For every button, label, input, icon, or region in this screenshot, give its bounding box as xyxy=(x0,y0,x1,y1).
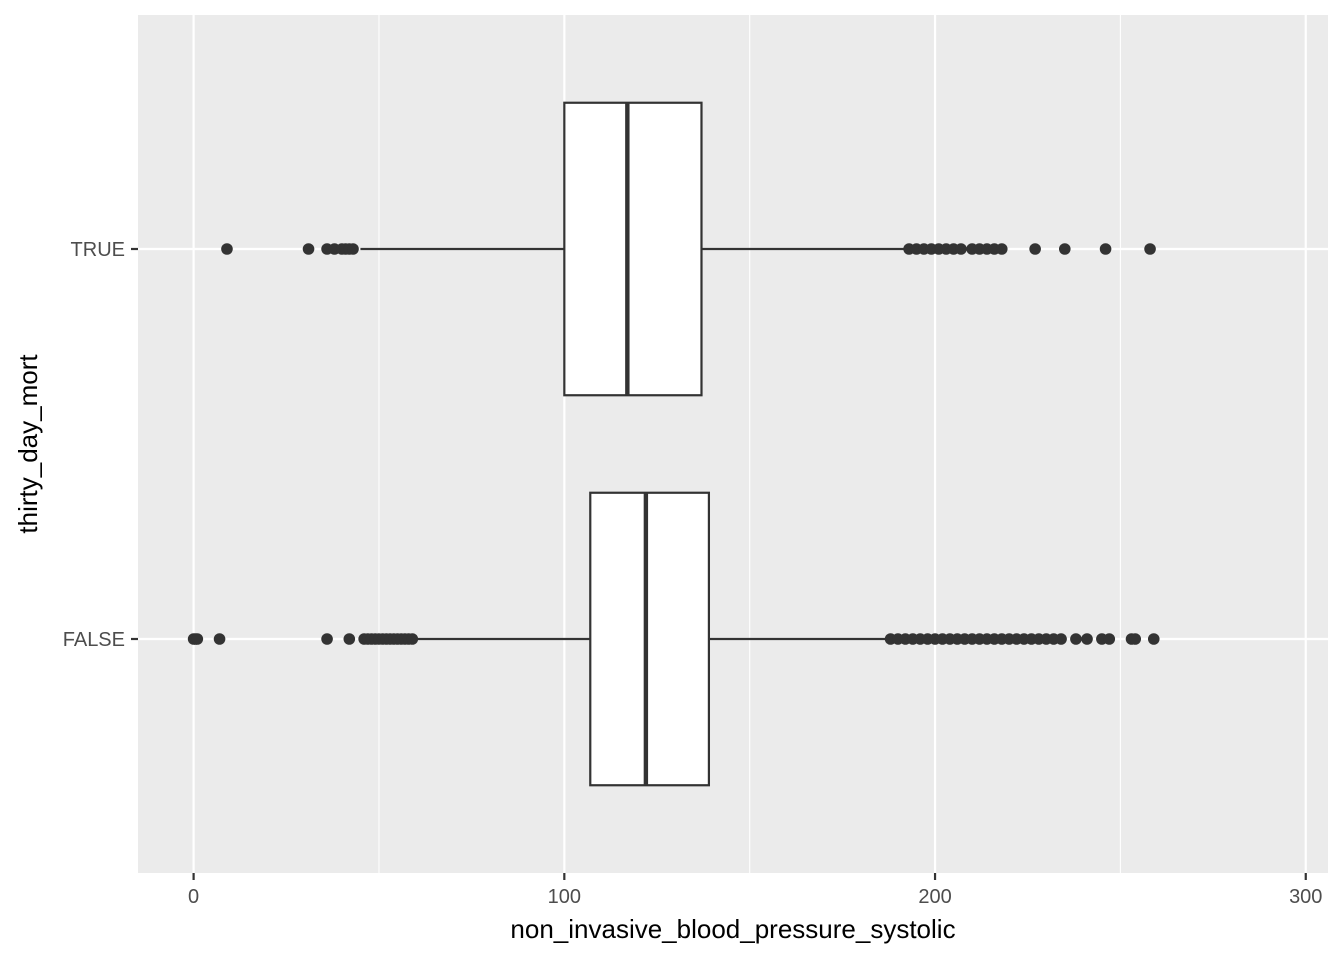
boxes xyxy=(187,101,1160,787)
outlier-point xyxy=(1103,633,1116,645)
y-axis: FALSE TRUE xyxy=(63,239,138,651)
outlier-point xyxy=(1144,243,1156,255)
outlier-point xyxy=(1029,243,1041,255)
outlier-point xyxy=(221,243,233,255)
y-tick-label: TRUE xyxy=(71,239,125,261)
x-axis-title: non_invasive_blood_pressure_systolic xyxy=(510,914,955,944)
outlier-point xyxy=(321,633,333,645)
outlier-point xyxy=(1147,633,1160,645)
outlier-point xyxy=(406,633,419,645)
outlier-point xyxy=(1081,633,1093,645)
y-axis-title: thirty_day_mort xyxy=(13,354,43,534)
minor-gridlines xyxy=(378,15,1121,873)
x-tick-label: 200 xyxy=(918,886,951,908)
outlier-point xyxy=(1129,633,1142,645)
outlier-point xyxy=(347,243,359,255)
box-iqr xyxy=(589,491,711,787)
box-iqr xyxy=(563,101,703,397)
outlier-point xyxy=(955,243,967,255)
outlier-point xyxy=(1070,633,1082,645)
outlier-point xyxy=(302,243,315,255)
outlier-point xyxy=(191,633,204,645)
outlier-point xyxy=(1058,243,1071,255)
x-tick-label: 100 xyxy=(548,886,581,908)
outlier-point xyxy=(1099,243,1112,255)
outlier-point xyxy=(343,633,356,645)
outlier-point xyxy=(213,633,226,645)
box-true xyxy=(221,101,1156,397)
outlier-point xyxy=(995,243,1008,255)
plot-panel xyxy=(138,15,1328,873)
x-tick-label: 0 xyxy=(188,886,199,908)
x-axis: 0 100 200 300 xyxy=(188,873,1322,908)
x-tick-label: 300 xyxy=(1289,886,1322,908)
outlier-point xyxy=(1055,633,1067,645)
y-tick-label: FALSE xyxy=(63,629,125,651)
box-false xyxy=(187,491,1160,787)
